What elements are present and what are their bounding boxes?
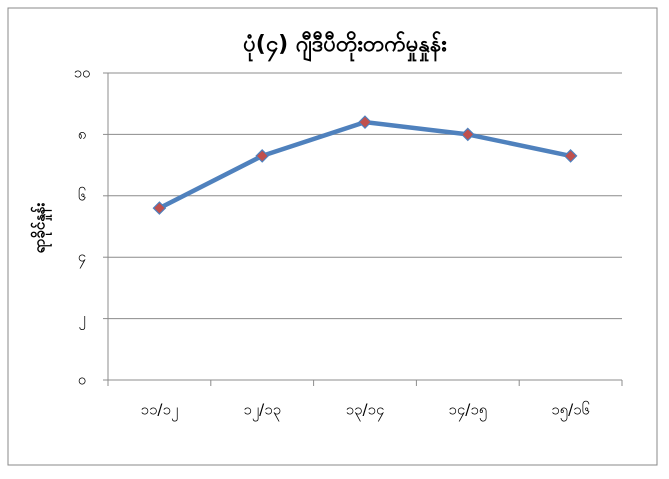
y-tick-label: ၈ [78,125,87,143]
x-tick-label: ၁၃/၁၄ [346,401,385,422]
y-tick-label: ၀ [78,371,86,389]
data-marker [460,127,475,142]
data-marker [358,115,372,129]
x-tick-label: ၁၁/၁၂ [141,401,179,422]
x-tick-label: ၁၅/၁၆ [551,401,590,422]
x-tick-label: ၁၄/၁၅ [448,401,487,422]
y-tick-label: ၄ [78,248,86,269]
y-tick-label: ၂ [78,309,85,330]
chart-border [7,7,658,466]
y-axis-title: ရာခိုင်နှုန်း [30,202,53,253]
data-marker [255,149,270,163]
data-marker [152,201,167,215]
y-tick-label: ၆ [78,186,86,204]
data-marker [563,149,578,163]
chart-title: ပုံ(၄) ဂျီဒီပီတိုးတက်မှုနှုန်း [243,30,447,62]
y-tick-label: ၁၀ [74,64,91,82]
x-tick-label: ၁၂/၁၃ [243,401,281,422]
